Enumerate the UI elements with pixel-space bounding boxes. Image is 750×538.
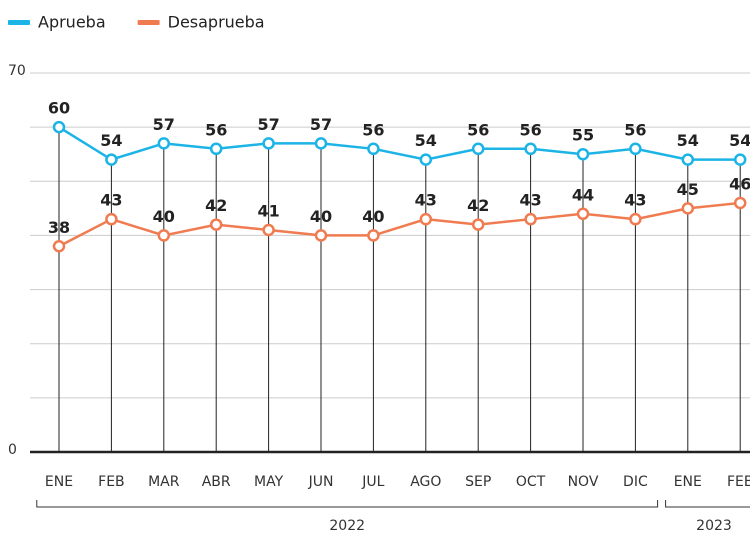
data-label: 43: [415, 191, 437, 210]
data-label: 54: [677, 131, 699, 150]
point: [367, 229, 380, 242]
year-bracket: [36, 500, 659, 508]
x-tick-label: JUL: [361, 474, 384, 490]
point: [629, 142, 642, 156]
point: [105, 153, 118, 166]
x-tick-label: OCT: [516, 474, 546, 490]
point: [314, 229, 328, 242]
point: [367, 142, 380, 156]
year-label: 2022: [329, 518, 365, 534]
data-label: 54: [100, 131, 122, 150]
x-tick-label: ABR: [202, 474, 231, 490]
point: [733, 196, 747, 210]
data-label: 41: [257, 202, 279, 221]
data-label: 42: [205, 196, 227, 215]
point: [209, 142, 223, 156]
data-label: 56: [519, 120, 541, 139]
legend-swatch: [137, 20, 160, 25]
year-label: 2023: [696, 518, 732, 534]
data-label: 38: [48, 218, 70, 237]
point: [157, 229, 171, 242]
y-tick-label: 0: [8, 442, 17, 458]
data-label: 55: [572, 126, 594, 145]
data-label: 40: [310, 207, 332, 226]
data-label: 56: [205, 120, 227, 139]
series-line: [58, 201, 741, 248]
data-label: 57: [257, 115, 279, 134]
x-tick-label: ENE: [45, 474, 73, 490]
x-tick-label: FEB: [727, 474, 750, 490]
legend-label: Desaprueba: [168, 13, 265, 32]
x-tick-label: JUN: [308, 474, 334, 490]
data-label: 54: [729, 131, 750, 150]
point: [262, 137, 275, 150]
x-tick-label: ENE: [674, 474, 702, 490]
point: [209, 218, 223, 231]
point: [262, 223, 275, 237]
x-tick-label: DIC: [623, 474, 648, 490]
point: [471, 142, 485, 156]
data-label: 60: [48, 99, 70, 118]
point: [105, 212, 118, 226]
point: [681, 153, 695, 166]
point: [52, 240, 66, 253]
data-label: 44: [572, 185, 594, 204]
point: [419, 212, 433, 226]
point: [576, 147, 590, 161]
data-label: 56: [362, 120, 384, 139]
year-bracket: [665, 500, 750, 508]
x-tick-label: AGO: [410, 474, 441, 490]
point: [576, 207, 590, 221]
data-label: 56: [624, 120, 646, 139]
point: [524, 142, 537, 156]
x-tick-label: NOV: [568, 474, 599, 490]
data-label: 43: [624, 191, 646, 210]
x-tick-label: SEP: [465, 474, 491, 490]
point: [314, 137, 328, 150]
data-label: 46: [729, 174, 750, 193]
data-label: 40: [153, 207, 175, 226]
data-label: 43: [100, 191, 122, 210]
y-tick-label: 70: [8, 63, 26, 79]
point: [157, 137, 171, 150]
data-label: 45: [677, 180, 699, 199]
data-label: 42: [467, 196, 489, 215]
data-label: 57: [153, 115, 175, 134]
point: [419, 153, 433, 166]
data-label: 56: [467, 120, 489, 139]
legend-label: Aprueba: [38, 13, 106, 32]
data-label: 43: [519, 191, 541, 210]
point: [629, 212, 642, 226]
x-tick-label: MAY: [254, 474, 284, 490]
point: [52, 120, 66, 134]
x-tick-label: MAR: [148, 474, 180, 490]
legend-swatch: [8, 20, 30, 25]
point: [733, 153, 747, 166]
point: [471, 218, 485, 231]
series-line: [58, 126, 741, 161]
point: [681, 202, 695, 215]
point: [524, 212, 537, 226]
data-label: 54: [415, 131, 437, 150]
data-label: 40: [362, 207, 384, 226]
data-label: 57: [310, 115, 332, 134]
x-tick-label: FEB: [98, 474, 125, 490]
